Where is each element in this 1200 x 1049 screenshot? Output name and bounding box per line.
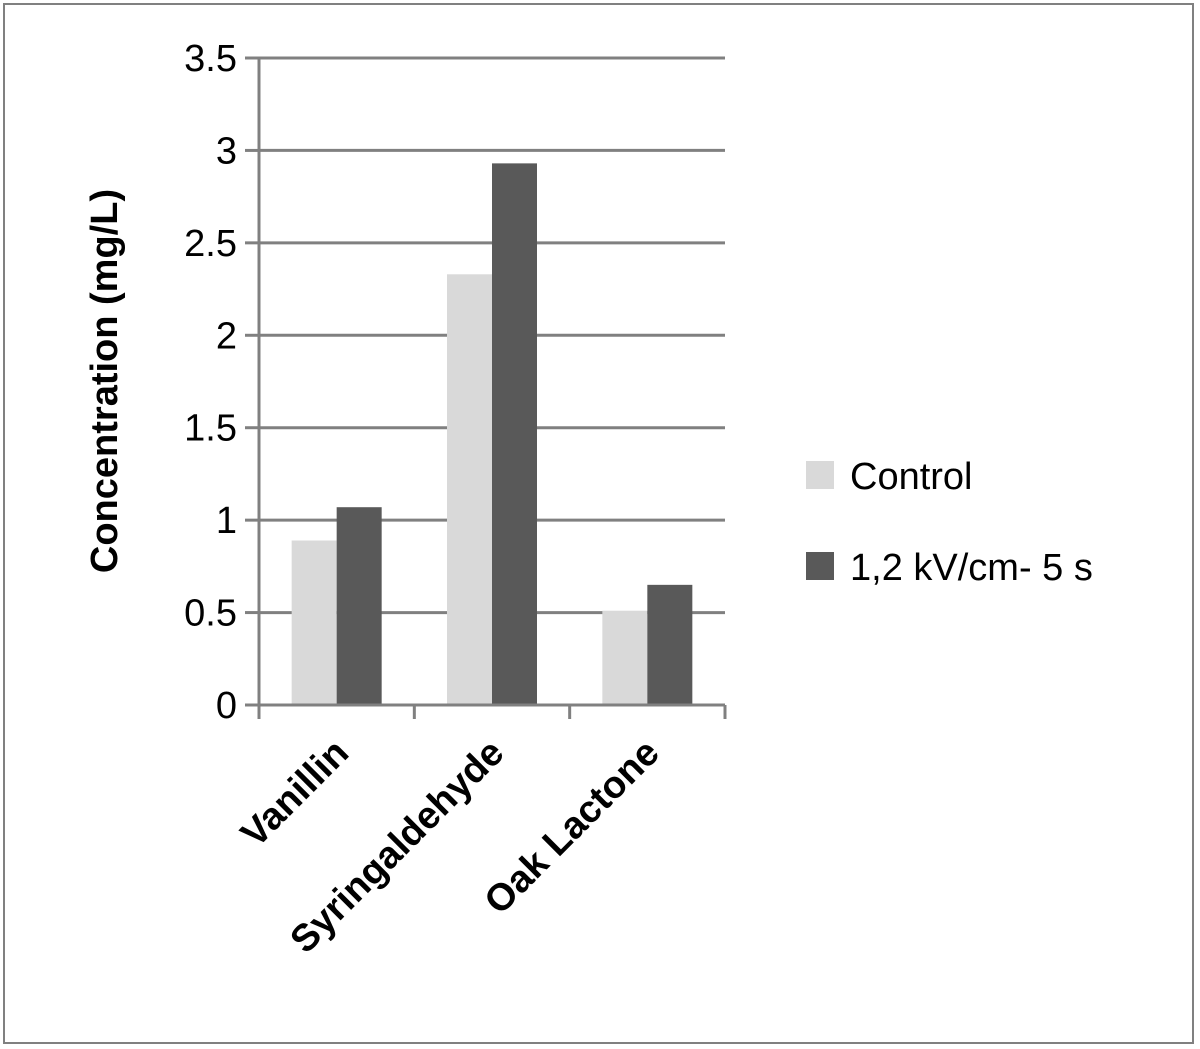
bar-treatment-vanillin [336,507,382,705]
legend-swatch [806,552,834,580]
y-tick-label: 0.5 [184,593,237,635]
y-tick-label: 3 [216,130,237,172]
bar-control-oak-lactone [602,610,648,705]
axes [245,56,727,719]
bar-treatment-syringaldehyde [492,163,537,705]
y-axis-title: Concentration (mg/L) [84,189,126,573]
bars [291,163,693,705]
y-tick-label: 1.5 [184,408,237,450]
y-tick-label: 2 [216,315,237,357]
legend-label: Control [850,456,973,498]
bar-treatment-oak-lactone [647,584,693,705]
tick-labels: 00.511.522.533.5VanillinSyringaldehydeOa… [184,38,668,961]
y-tick-label: 2.5 [184,223,237,265]
x-category-label: Vanillin [233,732,357,856]
chart-frame [3,3,1194,1044]
legend: Control 1,2 kV/cm- 5 s [806,456,1093,589]
bar-control-vanillin [291,540,337,705]
y-tick-label: 3.5 [184,38,237,80]
bar-control-syringaldehyde [447,274,492,705]
y-tick-label: 1 [216,500,237,542]
legend-swatch [806,461,834,489]
y-tick-label: 0 [216,685,237,727]
legend-label: 1,2 kV/cm- 5 s [850,547,1093,589]
